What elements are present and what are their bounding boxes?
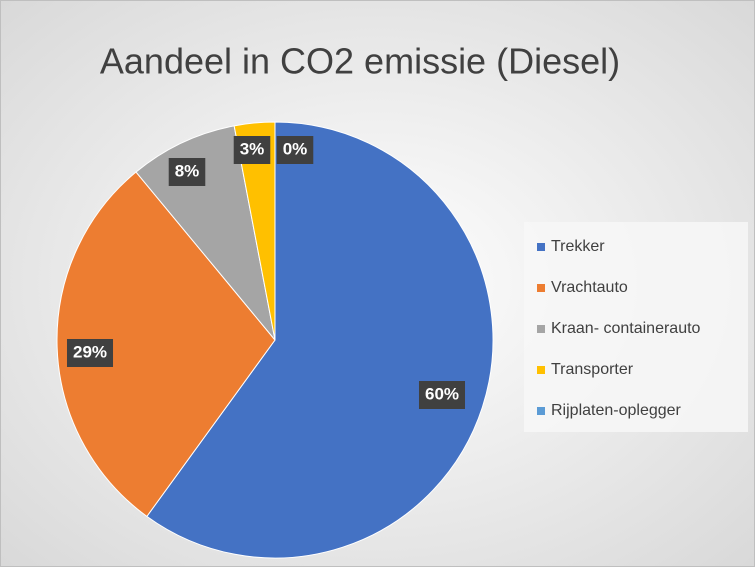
data-label: 8% (175, 161, 200, 180)
legend-label: Kraan- containerauto (551, 320, 701, 337)
pie-slice (56, 171, 276, 518)
data-label: 3% (240, 139, 265, 158)
data-label-box (276, 136, 314, 164)
data-label-box (418, 381, 466, 409)
data-label: 29% (73, 342, 107, 361)
data-label: 0% (283, 139, 308, 158)
legend-swatch (537, 366, 545, 374)
data-label-box (233, 136, 271, 164)
legend-box (524, 222, 748, 432)
legend-swatch (537, 284, 545, 292)
data-label: 60% (425, 384, 459, 403)
data-label-box (168, 158, 206, 186)
legend-label: Rijplaten-oplegger (551, 402, 682, 419)
legend-label: Transporter (551, 361, 634, 378)
pie-slice (146, 121, 494, 559)
legend-label: Trekker (551, 238, 605, 255)
legend-swatch (537, 243, 545, 251)
legend-swatch (537, 407, 545, 415)
chart-title: Aandeel in CO2 emissie (Diesel) (100, 41, 620, 82)
legend-swatch (537, 325, 545, 333)
data-label-box (66, 339, 114, 367)
legend-label: Vrachtauto (551, 279, 628, 296)
